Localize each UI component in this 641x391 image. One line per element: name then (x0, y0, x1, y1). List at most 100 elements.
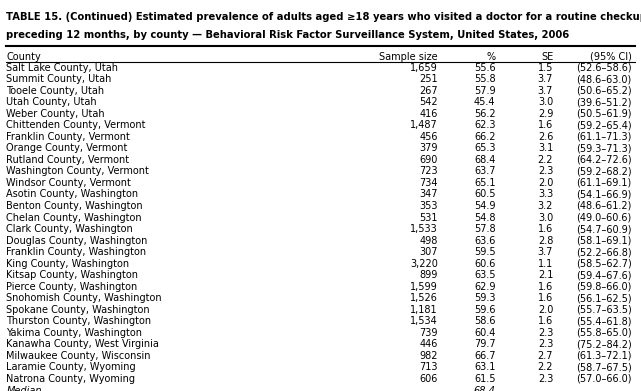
Text: (59.2–68.2): (59.2–68.2) (576, 167, 631, 176)
Text: 982: 982 (419, 351, 438, 361)
Text: 55.6: 55.6 (474, 63, 495, 73)
Text: 1,659: 1,659 (410, 63, 438, 73)
Text: 2.3: 2.3 (538, 339, 553, 350)
Text: 65.1: 65.1 (474, 178, 495, 188)
Text: 63.7: 63.7 (474, 167, 495, 176)
Text: 379: 379 (419, 143, 438, 153)
Text: Natrona County, Wyoming: Natrona County, Wyoming (6, 374, 135, 384)
Text: Salt Lake County, Utah: Salt Lake County, Utah (6, 63, 119, 73)
Text: 3.3: 3.3 (538, 190, 553, 199)
Text: 66.2: 66.2 (474, 132, 495, 142)
Text: Asotin County, Washington: Asotin County, Washington (6, 190, 138, 199)
Text: 267: 267 (419, 86, 438, 96)
Text: 1.6: 1.6 (538, 293, 553, 303)
Text: 63.6: 63.6 (474, 235, 495, 246)
Text: Chelan County, Washington: Chelan County, Washington (6, 213, 142, 222)
Text: (50.6–65.2): (50.6–65.2) (576, 86, 631, 96)
Text: (59.8–66.0): (59.8–66.0) (576, 282, 631, 292)
Text: (52.2–66.8): (52.2–66.8) (576, 247, 631, 257)
Text: 60.5: 60.5 (474, 190, 495, 199)
Text: 60.4: 60.4 (474, 328, 495, 338)
Text: Median: Median (6, 386, 42, 391)
Text: (54.1–66.9): (54.1–66.9) (576, 190, 631, 199)
Text: (48.6–63.0): (48.6–63.0) (576, 74, 631, 84)
Text: 713: 713 (419, 362, 438, 373)
Text: 2.3: 2.3 (538, 374, 553, 384)
Text: 251: 251 (419, 74, 438, 84)
Text: (54.7–60.9): (54.7–60.9) (576, 224, 631, 234)
Text: (55.8–65.0): (55.8–65.0) (576, 328, 631, 338)
Text: 62.3: 62.3 (474, 120, 495, 130)
Text: 353: 353 (419, 201, 438, 211)
Text: 1,487: 1,487 (410, 120, 438, 130)
Text: 1,534: 1,534 (410, 316, 438, 326)
Text: 723: 723 (419, 167, 438, 176)
Text: (61.1–69.1): (61.1–69.1) (576, 178, 631, 188)
Text: (58.5–62.7): (58.5–62.7) (576, 259, 631, 269)
Text: 62.9: 62.9 (474, 282, 495, 292)
Text: (59.2–65.4): (59.2–65.4) (576, 120, 631, 130)
Text: Kitsap County, Washington: Kitsap County, Washington (6, 270, 138, 280)
Text: 57.8: 57.8 (474, 224, 495, 234)
Text: 2.3: 2.3 (538, 328, 553, 338)
Text: Yakima County, Washington: Yakima County, Washington (6, 328, 142, 338)
Text: Chittenden County, Vermont: Chittenden County, Vermont (6, 120, 146, 130)
Text: Orange County, Vermont: Orange County, Vermont (6, 143, 128, 153)
Text: (59.4–67.6): (59.4–67.6) (576, 270, 631, 280)
Text: 58.6: 58.6 (474, 316, 495, 326)
Text: Franklin County, Vermont: Franklin County, Vermont (6, 132, 130, 142)
Text: %: % (487, 52, 495, 62)
Text: 2.2: 2.2 (538, 155, 553, 165)
Text: (75.2–84.2): (75.2–84.2) (576, 339, 631, 350)
Text: Rutland County, Vermont: Rutland County, Vermont (6, 155, 129, 165)
Text: (55.4–61.8): (55.4–61.8) (576, 316, 631, 326)
Text: (52.6–58.6): (52.6–58.6) (576, 63, 631, 73)
Text: 1.6: 1.6 (538, 120, 553, 130)
Text: Benton County, Washington: Benton County, Washington (6, 201, 143, 211)
Text: 65.3: 65.3 (474, 143, 495, 153)
Text: 56.2: 56.2 (474, 109, 495, 119)
Text: 690: 690 (419, 155, 438, 165)
Text: 3.0: 3.0 (538, 97, 553, 107)
Text: Utah County, Utah: Utah County, Utah (6, 97, 97, 107)
Text: King County, Washington: King County, Washington (6, 259, 129, 269)
Text: County: County (6, 52, 41, 62)
Text: 59.3: 59.3 (474, 293, 495, 303)
Text: 79.7: 79.7 (474, 339, 495, 350)
Text: 1,526: 1,526 (410, 293, 438, 303)
Text: 416: 416 (419, 109, 438, 119)
Text: 307: 307 (419, 247, 438, 257)
Text: 2.3: 2.3 (538, 167, 553, 176)
Text: (56.1–62.5): (56.1–62.5) (576, 293, 631, 303)
Text: 63.1: 63.1 (474, 362, 495, 373)
Text: Douglas County, Washington: Douglas County, Washington (6, 235, 148, 246)
Text: 45.4: 45.4 (474, 97, 495, 107)
Text: Thurston County, Washington: Thurston County, Washington (6, 316, 151, 326)
Text: Sample size: Sample size (379, 52, 438, 62)
Text: 739: 739 (419, 328, 438, 338)
Text: 531: 531 (419, 213, 438, 222)
Text: 542: 542 (419, 97, 438, 107)
Text: 3.7: 3.7 (538, 74, 553, 84)
Text: Kanawha County, West Virginia: Kanawha County, West Virginia (6, 339, 159, 350)
Text: 498: 498 (419, 235, 438, 246)
Text: 3.2: 3.2 (538, 201, 553, 211)
Text: Laramie County, Wyoming: Laramie County, Wyoming (6, 362, 136, 373)
Text: 66.7: 66.7 (474, 351, 495, 361)
Text: 456: 456 (419, 132, 438, 142)
Text: TABLE 15. (Continued) Estimated prevalence of adults aged ≥18 years who visited : TABLE 15. (Continued) Estimated prevalen… (6, 12, 641, 22)
Text: 68.4: 68.4 (474, 155, 495, 165)
Text: (58.7–67.5): (58.7–67.5) (576, 362, 631, 373)
Text: Tooele County, Utah: Tooele County, Utah (6, 86, 104, 96)
Text: 347: 347 (419, 190, 438, 199)
Text: 606: 606 (419, 374, 438, 384)
Text: 68.4: 68.4 (474, 386, 495, 391)
Text: (61.3–72.1): (61.3–72.1) (576, 351, 631, 361)
Text: 2.9: 2.9 (538, 109, 553, 119)
Text: 1.6: 1.6 (538, 316, 553, 326)
Text: 1.6: 1.6 (538, 282, 553, 292)
Text: Windsor County, Vermont: Windsor County, Vermont (6, 178, 131, 188)
Text: 2.0: 2.0 (538, 305, 553, 315)
Text: 54.9: 54.9 (474, 201, 495, 211)
Text: 446: 446 (419, 339, 438, 350)
